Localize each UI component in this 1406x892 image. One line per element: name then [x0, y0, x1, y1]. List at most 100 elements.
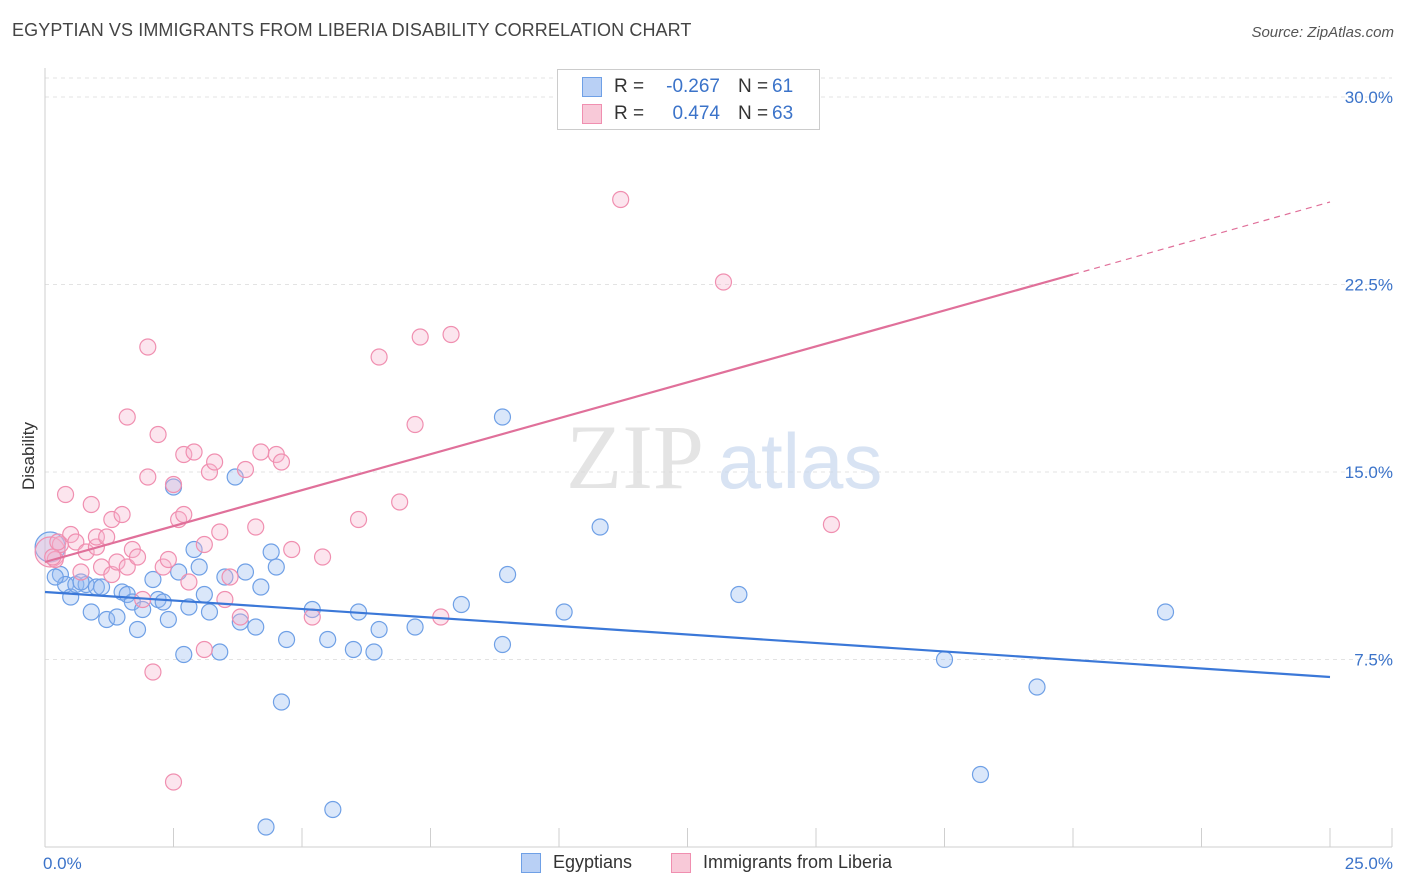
egyptians-point	[98, 610, 116, 629]
chart-title: EGYPTIAN VS IMMIGRANTS FROM LIBERIA DISA…	[12, 20, 692, 40]
liberia-point	[128, 548, 147, 566]
egyptians-point	[262, 543, 280, 561]
egyptians-point	[159, 610, 177, 629]
egyptians-point	[252, 578, 270, 596]
egyptians-point	[82, 603, 100, 621]
egyptians-point	[108, 608, 126, 626]
y-tick-label: 15.0%	[1345, 463, 1393, 482]
legend-swatch-egyptians	[582, 77, 602, 97]
liberia-point	[206, 453, 224, 471]
egyptians-point	[1028, 678, 1046, 696]
bottom-legend-swatch-egyptians	[521, 852, 541, 873]
legend-row-liberia: R = 0.474 N = 63	[582, 101, 793, 127]
liberia-point	[195, 535, 213, 554]
watermark: ZIP atlas	[566, 406, 882, 508]
liberia-point	[72, 563, 90, 581]
egyptians-point	[128, 620, 147, 639]
liberia-point	[714, 273, 733, 291]
y-tick-label: 22.5%	[1345, 276, 1393, 295]
egyptians-point	[452, 595, 470, 614]
egyptians-point	[144, 570, 162, 589]
liberia-point	[118, 558, 136, 576]
liberia-point	[103, 510, 121, 529]
liberia-point	[211, 523, 229, 541]
legend-r-value: -0.267	[666, 76, 720, 97]
source-label: Source: ZipAtlas.com	[1251, 24, 1394, 41]
egyptians-point	[370, 620, 388, 639]
liberia-point	[442, 325, 460, 344]
liberia-point	[139, 338, 157, 356]
egyptians-point	[154, 593, 172, 611]
correlation-legend: R = -0.267 N = 61 R = 0.474 N = 63	[557, 69, 820, 130]
egyptians-point	[591, 518, 609, 536]
liberia-point	[303, 608, 321, 626]
liberia-point	[67, 533, 85, 551]
legend-n-value: 63	[772, 103, 794, 124]
liberia-point	[370, 348, 388, 366]
liberia-point	[139, 468, 157, 486]
egyptians-point	[247, 618, 265, 636]
liberia-point	[185, 443, 203, 461]
liberia-point	[236, 460, 255, 479]
egyptians-point	[493, 408, 512, 426]
liberia-point	[221, 568, 239, 586]
liberia-point	[56, 485, 75, 504]
egyptians-point	[175, 645, 193, 664]
egyptians-point	[319, 630, 337, 649]
bottom-legend-swatch-liberia	[671, 852, 691, 873]
liberia-point	[247, 518, 265, 536]
liberia-point	[82, 495, 100, 514]
egyptians-point	[180, 598, 198, 616]
egyptians-point	[971, 765, 990, 784]
legend-r-label: R =	[614, 103, 645, 124]
liberia-point	[822, 515, 841, 534]
egyptians-point	[365, 643, 383, 661]
egyptians-point	[267, 558, 285, 576]
axes	[44, 68, 1393, 848]
egyptians-point	[406, 618, 424, 636]
egyptians-point	[493, 635, 512, 654]
tick-labels: 7.5% 15.0% 22.5% 30.0% 0.0% 25.0%	[43, 88, 1393, 873]
liberia-point	[231, 608, 249, 626]
egyptians-point	[344, 640, 362, 659]
y-tick-label: 30.0%	[1345, 88, 1393, 107]
liberia-point	[252, 443, 270, 461]
liberia-point	[164, 773, 183, 791]
egyptians-point	[257, 818, 275, 836]
egyptians-point	[211, 643, 229, 661]
trend-lines	[44, 201, 1331, 679]
liberia-point	[272, 453, 291, 471]
egyptians-point	[190, 558, 208, 576]
legend-n-label: N =	[738, 103, 769, 124]
egyptians-point	[185, 540, 203, 559]
egyptians-point	[1156, 603, 1175, 621]
egyptians-point	[730, 585, 748, 604]
liberia-trend-line-extension	[1072, 201, 1331, 276]
egyptians-point	[277, 630, 296, 649]
liberia-point	[49, 533, 67, 551]
x-tick-label: 0.0%	[43, 854, 82, 873]
egyptians-point	[324, 800, 342, 819]
egyptians-trend-line	[44, 590, 1331, 679]
egyptians-point	[170, 563, 188, 581]
liberia-point	[149, 425, 167, 444]
egyptians-point	[216, 568, 234, 586]
liberia-point	[159, 550, 177, 569]
legend-row-egyptians: R = -0.267 N = 61	[582, 74, 793, 100]
watermark-zip: ZIP	[566, 406, 704, 508]
data-points	[34, 190, 1175, 836]
y-axis-label: Disability	[19, 421, 38, 490]
egyptians-point	[72, 573, 90, 591]
x-tick-label: 25.0%	[1345, 854, 1393, 873]
egyptians-point	[499, 565, 517, 584]
liberia-point	[411, 328, 429, 346]
liberia-point	[108, 553, 126, 571]
liberia-point	[144, 663, 162, 681]
egyptians-point	[555, 603, 573, 621]
bottom-legend-label-egyptians: Egyptians	[553, 852, 633, 872]
legend-r-value: 0.474	[672, 103, 720, 124]
egyptians-point	[935, 650, 954, 669]
egyptians-point	[236, 563, 255, 581]
liberia-point	[180, 573, 198, 591]
